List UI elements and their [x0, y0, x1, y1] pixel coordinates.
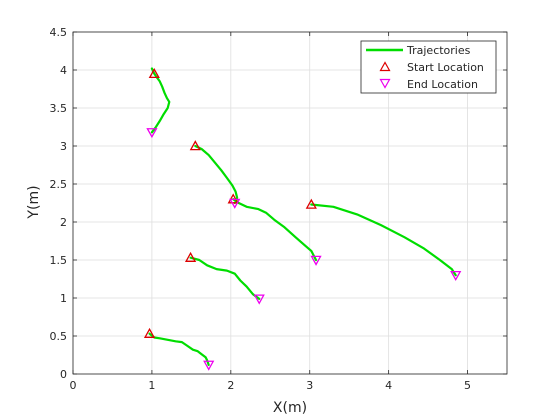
end-location-marker — [310, 255, 322, 266]
y-tick-label: 1.5 — [50, 254, 68, 267]
start-location-marker — [143, 327, 156, 338]
y-tick-label: 4 — [60, 64, 67, 77]
y-tick-label: 2.5 — [50, 178, 68, 191]
y-tick-label: 4.5 — [50, 26, 68, 39]
y-axis-label: Y(m) — [26, 185, 42, 219]
y-tick-label: 3 — [60, 140, 67, 153]
x-tick-label: 1 — [148, 379, 155, 392]
start-location-marker — [189, 140, 201, 151]
x-tick-label: 3 — [306, 379, 313, 392]
legend: Trajectories Start Location End Location — [360, 40, 497, 94]
end-location-marker — [203, 360, 215, 371]
y-tick-label: 0.5 — [50, 330, 68, 343]
y-tick-label: 1 — [60, 292, 67, 305]
legend-end-marker — [379, 78, 391, 89]
legend-label-trajectories: Trajectories — [406, 44, 471, 57]
location-markers — [143, 67, 462, 371]
x-tick-label: 5 — [464, 379, 471, 392]
x-tick-label: 4 — [385, 379, 392, 392]
trajectory-line-6 — [148, 332, 210, 366]
y-tick-label: 0 — [60, 368, 67, 381]
trajectory-line-3 — [232, 198, 318, 262]
end-location-marker — [146, 128, 158, 139]
legend-label-start: Start Location — [407, 61, 484, 74]
trajectory-line-4 — [310, 203, 457, 277]
start-location-marker — [305, 198, 317, 209]
legend-start-marker — [379, 61, 391, 72]
end-location-marker — [450, 270, 462, 282]
start-location-marker — [184, 251, 197, 262]
legend-label-end: End Location — [407, 78, 478, 91]
plot-area-border — [72, 31, 508, 375]
trajectory-line-5 — [189, 256, 261, 300]
y-tick-label: 2 — [60, 216, 67, 229]
trajectory-line-1 — [150, 67, 171, 134]
ticks: 0 1 2 3 4 5 0 0.5 1 1.5 2 2.5 3 3.5 4 4.5 — [50, 26, 507, 392]
x-tick-label: 2 — [227, 379, 234, 392]
x-tick-label: 0 — [70, 379, 77, 392]
end-location-marker — [229, 198, 241, 209]
x-axis-label: X(m) — [273, 400, 307, 416]
end-location-marker — [253, 294, 265, 305]
y-tick-label: 3.5 — [50, 102, 68, 115]
start-location-marker — [148, 67, 160, 79]
